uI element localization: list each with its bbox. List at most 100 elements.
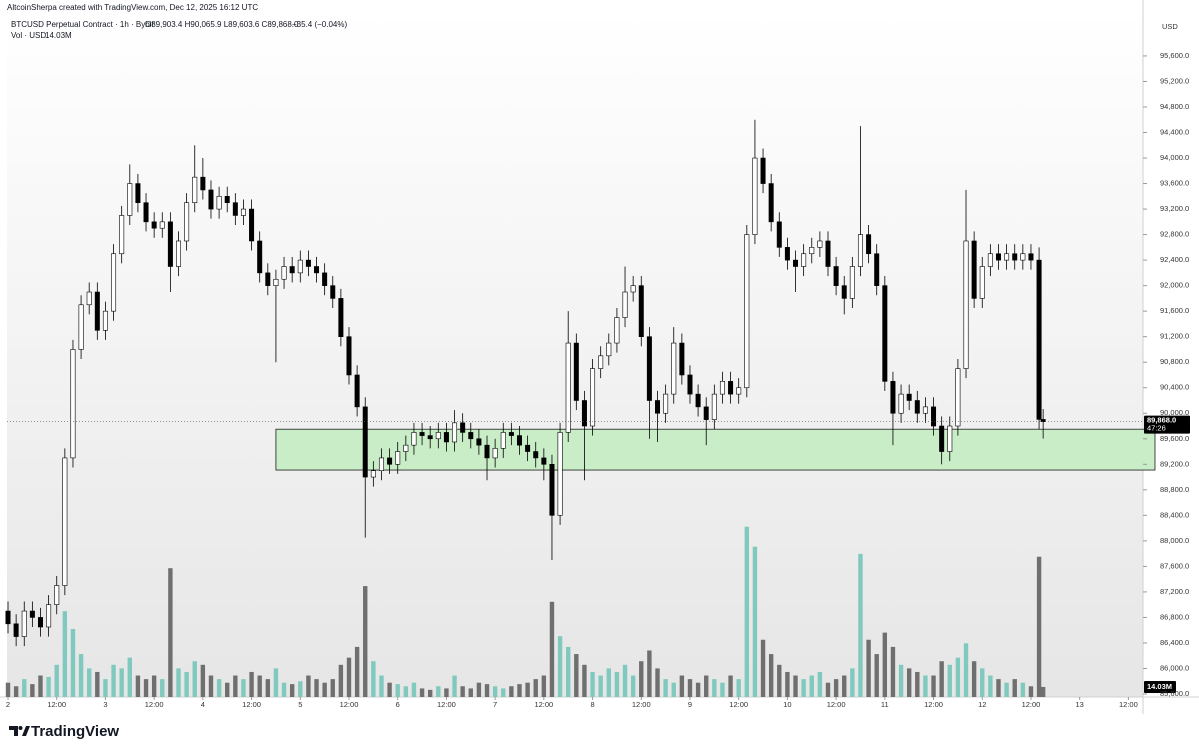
candle-body	[443, 432, 449, 443]
volume-bar	[387, 682, 392, 697]
candle-body	[257, 240, 263, 274]
volume-bar	[655, 668, 660, 697]
volume-bar	[411, 682, 417, 697]
candle-body	[728, 381, 734, 395]
x-tick-label: 11	[881, 700, 889, 709]
candle-body	[833, 266, 839, 286]
candle-body	[979, 266, 985, 299]
volume-bar	[768, 654, 774, 697]
volume-bar	[70, 629, 76, 697]
volume-bar	[200, 664, 206, 697]
candle-body	[1036, 259, 1042, 420]
volume-bar	[639, 661, 644, 697]
volume-bar	[5, 682, 11, 697]
volume-bar	[541, 675, 547, 697]
volume-bar	[760, 639, 766, 697]
candle-body	[135, 183, 141, 203]
candle-body	[338, 298, 344, 337]
volume-bar	[298, 681, 303, 697]
volume-bar	[704, 675, 709, 697]
y-tick-label: 87,600.0	[1160, 561, 1189, 570]
logo-icon	[9, 726, 18, 736]
volume-bar	[980, 668, 985, 697]
candle-body	[955, 368, 961, 427]
y-tick-label: 87,200.0	[1160, 587, 1189, 596]
y-tick-label: 88,000.0	[1160, 536, 1189, 545]
x-tick-label: 12:00	[145, 700, 164, 709]
candle-body	[273, 278, 279, 286]
candle-body	[590, 368, 596, 427]
x-tick-label: 9	[688, 700, 692, 709]
volume-bar	[338, 664, 344, 697]
volume-bar	[671, 682, 676, 697]
volume-bar	[46, 676, 51, 697]
candle-body	[849, 266, 855, 299]
volume-value-box	[1144, 680, 1176, 693]
x-tick-label: 12:00	[729, 700, 748, 709]
candle-body	[419, 432, 425, 436]
candle-body	[127, 183, 133, 216]
candle-body	[224, 196, 230, 203]
y-tick-label: 90,000.0	[1160, 408, 1189, 417]
countdown: 47:26	[1147, 424, 1166, 433]
currency: USD	[1162, 22, 1178, 31]
volume-bar	[176, 668, 181, 697]
last-price-label: 89,868.0	[1147, 416, 1176, 425]
candle-body	[736, 387, 742, 395]
volume-bar	[549, 601, 555, 697]
volume-bar	[850, 668, 855, 697]
candle-body	[606, 342, 612, 357]
y-tick-label: 91,200.0	[1160, 332, 1189, 341]
candle-body	[793, 259, 799, 267]
support-zone	[275, 428, 1156, 471]
volume-bar	[168, 568, 173, 697]
candle-body	[557, 432, 563, 516]
x-tick-label: 12:00	[1119, 700, 1138, 709]
volume-bar	[208, 675, 214, 697]
y-tick-label: 94,000.0	[1160, 153, 1189, 162]
volume-bar	[882, 632, 888, 697]
y-tick-label: 94,400.0	[1160, 127, 1189, 136]
x-tick-label: 5	[298, 700, 302, 709]
y-tick-label: 95,600.0	[1160, 51, 1189, 60]
candle-body	[184, 202, 190, 242]
candle-body	[703, 406, 709, 420]
candle-body	[679, 342, 685, 376]
candle-body	[630, 285, 636, 293]
candle-body	[192, 176, 198, 203]
volume-bar	[233, 675, 238, 697]
y-tick-label: 86,800.0	[1160, 612, 1189, 621]
x-tick-label: 13	[1076, 700, 1084, 709]
candle-body	[971, 240, 977, 299]
candle-body	[78, 304, 84, 350]
volume-bar	[13, 686, 19, 697]
volume-bar	[1028, 686, 1034, 697]
volume-bar	[38, 675, 43, 697]
volume-bar	[988, 675, 993, 697]
candle-body	[411, 432, 417, 446]
volume-bar	[858, 553, 863, 697]
candle-body	[857, 234, 863, 267]
volume-bar	[939, 661, 944, 697]
volume-bar	[241, 679, 246, 697]
candle-body	[492, 448, 498, 459]
x-tick-label: 12	[978, 700, 986, 709]
candle-body	[1004, 253, 1010, 261]
volume-bar	[160, 679, 165, 697]
volume-bar	[330, 679, 335, 697]
candle-body	[240, 208, 246, 216]
x-tick-label: 12:00	[242, 700, 261, 709]
candle-body	[922, 406, 928, 414]
candle-body	[874, 253, 880, 286]
marks	[5, 55, 1190, 700]
x-tick-label: 10	[783, 700, 791, 709]
logo-text: TradingView	[31, 723, 119, 740]
candle-body	[111, 253, 117, 312]
volume-bar	[257, 675, 262, 697]
volume-bar	[379, 675, 384, 697]
candle-body	[711, 393, 717, 420]
volume-bar	[476, 682, 482, 697]
candle-body	[102, 310, 108, 331]
volume-bar	[216, 679, 222, 697]
